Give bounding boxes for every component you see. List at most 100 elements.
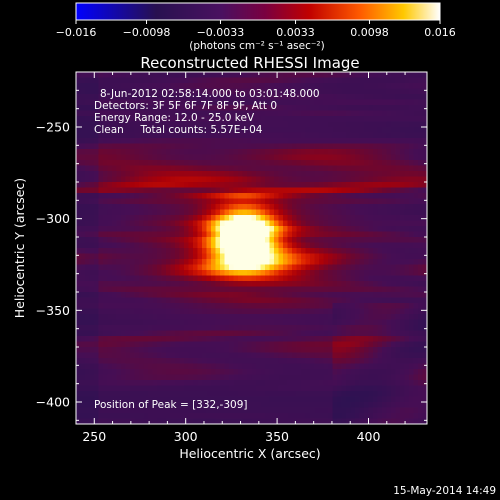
heatmap-cell <box>148 226 153 232</box>
heatmap-cell <box>355 165 360 172</box>
heatmap-cell <box>409 336 414 342</box>
heatmap-cell <box>179 187 185 194</box>
heatmap-cell <box>319 209 324 216</box>
heatmap-cell <box>89 72 95 78</box>
heatmap-cell <box>269 385 275 392</box>
heatmap-cell <box>337 407 342 414</box>
heatmap-cell <box>89 341 95 348</box>
heatmap-cell <box>193 325 198 331</box>
heatmap-cell <box>143 187 149 194</box>
heatmap-cell <box>256 171 261 177</box>
heatmap-cell <box>179 237 185 243</box>
heatmap-cell <box>121 138 126 144</box>
heatmap-cell <box>310 281 315 287</box>
heatmap-cell <box>98 319 104 326</box>
heatmap-cell <box>215 253 221 260</box>
heatmap-cell <box>305 314 311 320</box>
heatmap-cell <box>301 341 306 348</box>
heatmap-cell <box>238 330 243 337</box>
heatmap-cell <box>98 105 104 111</box>
heatmap-cell <box>215 198 221 205</box>
heatmap-cell <box>395 248 401 254</box>
heatmap-cell <box>319 149 324 155</box>
heatmap-cell <box>346 193 351 199</box>
heatmap-cell <box>80 127 86 133</box>
heatmap-cell <box>215 242 221 249</box>
heatmap-cell <box>391 193 396 199</box>
heatmap-cell <box>103 176 108 183</box>
heatmap-cell <box>229 358 234 364</box>
heatmap-cell <box>143 319 149 326</box>
heatmap-cell <box>310 127 315 133</box>
heatmap-cell <box>139 281 144 287</box>
heatmap-cell <box>139 198 144 205</box>
heatmap-cell <box>409 407 414 414</box>
heatmap-cell <box>292 99 297 106</box>
heatmap-cell <box>328 253 333 260</box>
heatmap-cell <box>116 363 122 370</box>
heatmap-cell <box>206 182 212 188</box>
heatmap-cell <box>377 259 383 265</box>
heatmap-cell <box>274 83 279 89</box>
heatmap-cell <box>121 259 126 265</box>
heatmap-cell <box>368 165 374 172</box>
heatmap-cell <box>152 121 158 128</box>
heatmap-cell <box>328 116 333 122</box>
heatmap-cell <box>350 105 356 111</box>
heatmap-cell <box>116 303 122 309</box>
heatmap-cell <box>148 116 153 122</box>
heatmap-cell <box>233 116 239 122</box>
heatmap-cell <box>305 72 311 78</box>
heatmap-cell <box>368 105 374 111</box>
heatmap-cell <box>134 385 140 392</box>
heatmap-cell <box>251 363 257 370</box>
heatmap-cell <box>314 171 320 177</box>
heatmap-cell <box>202 154 207 161</box>
heatmap-cell <box>314 380 320 386</box>
heatmap-cell <box>274 369 279 375</box>
heatmap-cell <box>233 363 239 370</box>
heatmap-cell <box>296 319 302 326</box>
heatmap-cell <box>247 281 252 287</box>
heatmap-cell <box>256 88 261 95</box>
heatmap-cell <box>368 248 374 254</box>
heatmap-cell <box>206 165 212 172</box>
heatmap-cell <box>143 264 149 271</box>
heatmap-cell <box>89 209 95 216</box>
heatmap-cell <box>404 116 410 122</box>
heatmap-cell <box>116 121 122 128</box>
heatmap-cell <box>368 259 374 265</box>
heatmap-cell <box>233 105 239 111</box>
heatmap-cell <box>350 226 356 232</box>
heatmap-cell <box>341 413 347 419</box>
heatmap-cell <box>382 94 387 100</box>
heatmap-cell <box>373 132 378 139</box>
heatmap-cell <box>202 226 207 232</box>
heatmap-cell <box>332 292 338 298</box>
heatmap-cell <box>193 149 198 155</box>
heatmap-cell <box>80 160 86 166</box>
heatmap-cell <box>328 154 333 161</box>
heatmap-cell <box>341 99 347 106</box>
heatmap-cell <box>391 105 396 111</box>
heatmap-cell <box>224 286 230 293</box>
heatmap-cell <box>76 209 81 216</box>
heatmap-cell <box>112 264 117 271</box>
heatmap-cell <box>125 187 131 194</box>
heatmap-cell <box>364 127 369 133</box>
heatmap-cell <box>386 176 392 183</box>
heatmap-cell <box>391 391 396 397</box>
heatmap-cell <box>94 264 99 271</box>
heatmap-cell <box>395 149 401 155</box>
heatmap-cell <box>404 165 410 172</box>
heatmap-cell <box>346 270 351 276</box>
heatmap-cell <box>152 99 158 106</box>
heatmap-cell <box>422 204 427 210</box>
heatmap-cell <box>346 209 351 216</box>
heatmap-cell <box>418 308 423 315</box>
heatmap-cell <box>278 220 284 227</box>
heatmap-cell <box>265 231 270 238</box>
heatmap-cell <box>233 418 239 424</box>
heatmap-cell <box>382 319 387 326</box>
heatmap-cell <box>152 336 158 342</box>
